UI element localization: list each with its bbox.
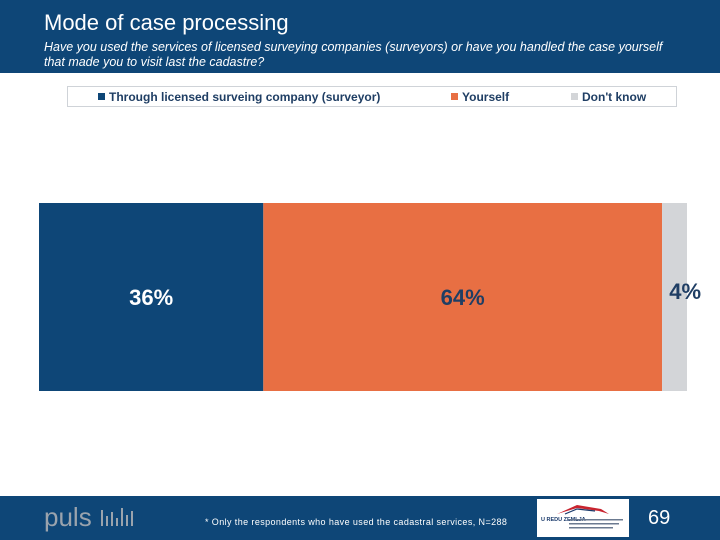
page-number: 69 [648,507,671,529]
bar-segment [662,203,687,391]
partner-logo: U REDU ZEMLJA [537,499,629,537]
page-title: Mode of case processing [44,10,289,35]
data-label: 4% [669,279,701,304]
signal-bars-icon [101,508,133,526]
roof-mark-icon [557,505,609,515]
legend-label: Don't know [582,90,647,104]
legend-swatch [98,93,105,100]
header-band: Mode of case processing Have you used th… [0,0,720,73]
partner-logo-name: U REDU ZEMLJA [541,517,586,523]
bar-segment [39,203,264,391]
legend-entry: Through licensed surveing company (surve… [98,90,380,104]
legend-label: Through licensed surveing company (surve… [109,90,381,104]
footer-band: puls * Only the respondents who have use… [0,496,720,540]
legend-entry: Don't know [571,90,646,104]
legend-swatch [571,93,578,100]
page-subtitle: Have you used the services of licensed s… [44,40,663,69]
partner-logo-tagline [569,519,623,529]
legend-entry: Yourself [451,90,509,104]
chart-legend: Through licensed surveing company (surve… [67,86,677,107]
legend-swatch [451,93,458,100]
data-label: 64% [441,285,485,310]
data-label: 36% [129,285,173,310]
puls-logo: puls [44,502,92,532]
legend-label: Yourself [462,90,510,104]
footnote: * Only the respondents who have used the… [205,517,508,527]
bar-segment [263,203,663,391]
